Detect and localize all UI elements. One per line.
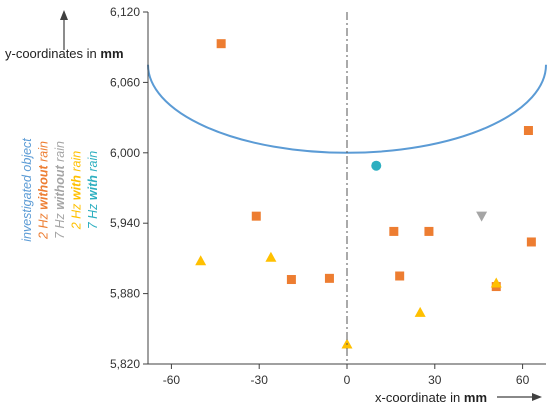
legend-entry-prefix: 7 Hz xyxy=(86,200,100,229)
x-tick-label: -60 xyxy=(163,373,181,387)
y-tick-label: 6,120 xyxy=(110,5,140,19)
data-point-square xyxy=(424,226,434,236)
x-axis-arrow-head xyxy=(532,393,542,401)
data-point-square xyxy=(523,126,533,136)
legend-entry-hz2_wet: 2 Hz with rain xyxy=(70,151,84,231)
data-point-square xyxy=(251,211,261,221)
data-point-circle xyxy=(371,160,382,171)
legend-entry-emphasis: without xyxy=(53,165,67,210)
y-axis-arrow-head xyxy=(60,10,68,20)
legend-entry-prefix: investigated object xyxy=(20,138,34,242)
legend-entry-prefix: 7 Hz xyxy=(53,210,67,239)
data-point-triangle-up xyxy=(490,277,502,288)
legend-entry-hz2_dry: 2 Hz without rain xyxy=(37,141,51,240)
legend-entry-object: investigated object xyxy=(20,138,34,242)
data-point-square xyxy=(286,275,296,285)
x-tick-label: 30 xyxy=(428,373,442,387)
data-point-triangle-up xyxy=(414,306,426,317)
legend-entry-prefix: 2 Hz xyxy=(37,210,51,240)
y-axis-title: y-coordinates in mm xyxy=(5,46,124,61)
data-point-square xyxy=(526,237,536,247)
x-tick-label: -30 xyxy=(251,373,269,387)
data-point-square xyxy=(324,273,334,283)
legend-entry-emphasis: without xyxy=(37,165,51,210)
data-point-square xyxy=(216,39,226,49)
legend-entry-suffix: rain xyxy=(53,141,67,165)
legend-entry-emphasis: with xyxy=(70,175,84,200)
data-point-square xyxy=(389,226,399,236)
y-tick-label: 6,000 xyxy=(110,146,140,160)
x-axis-title: x-coordinate in mm xyxy=(375,390,487,405)
x-tick-label: 60 xyxy=(516,373,530,387)
legend-entry-prefix: 2 Hz xyxy=(70,200,84,230)
y-tick-label: 6,060 xyxy=(110,75,140,89)
y-tick-label: 5,940 xyxy=(110,216,140,230)
legend-entry-suffix: rain xyxy=(70,151,84,175)
y-tick-label: 5,820 xyxy=(110,357,140,371)
data-point-triangle-down xyxy=(476,211,488,222)
legend-entry-suffix: rain xyxy=(86,151,100,175)
data-point-square xyxy=(395,271,405,281)
x-tick-label: 0 xyxy=(344,373,351,387)
legend-entry-hz7_dry: 7 Hz without rain xyxy=(53,141,67,239)
data-point-triangle-up xyxy=(195,255,207,266)
legend-entry-hz7_wet: 7 Hz with rain xyxy=(86,151,100,230)
legend-entry-suffix: rain xyxy=(37,141,51,165)
data-point-triangle-up xyxy=(265,251,277,262)
y-tick-label: 5,880 xyxy=(110,287,140,301)
legend-entry-emphasis: with xyxy=(86,175,100,200)
